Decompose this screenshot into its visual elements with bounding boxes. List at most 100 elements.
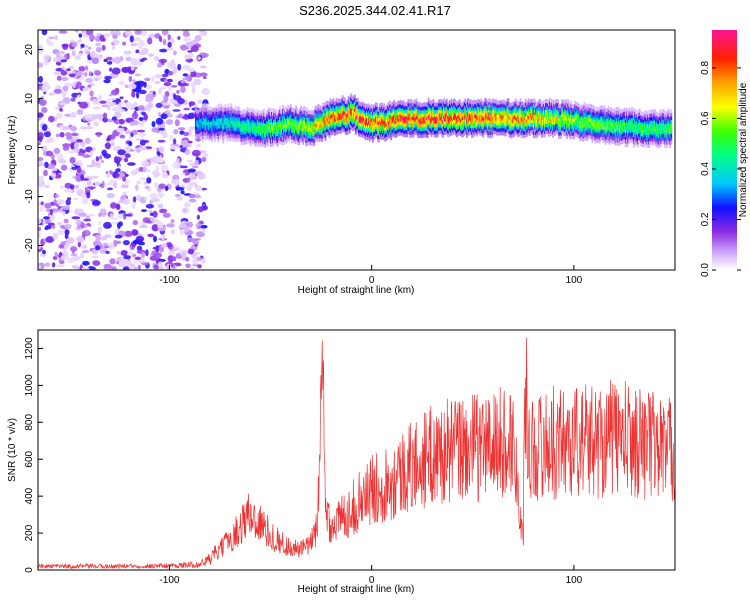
heatmap-cell [478, 99, 480, 104]
heatmap-cell [492, 112, 495, 116]
heatmap-cell [311, 130, 314, 135]
heatmap-cell [263, 129, 266, 134]
heatmap-cell [398, 111, 401, 116]
heatmap-cell [285, 125, 287, 130]
heatmap-cell [459, 123, 461, 128]
heatmap-cell [285, 139, 287, 144]
heatmap-cell [463, 101, 465, 106]
heatmap-cell [396, 102, 399, 107]
heatmap-cell [160, 86, 167, 90]
heatmap-cell [411, 126, 414, 131]
heatmap-cell [531, 109, 534, 113]
heatmap-cell [443, 131, 446, 135]
heatmap-cell [496, 131, 499, 136]
heatmap-cell [530, 109, 533, 114]
heatmap-cell [260, 134, 263, 139]
heatmap-cell [373, 107, 375, 112]
heatmap-cell [304, 137, 307, 142]
heatmap-cell [498, 111, 501, 115]
heatmap-cell [461, 130, 463, 135]
heatmap-cell [38, 157, 44, 162]
heatmap-cell [416, 122, 419, 127]
heatmap-cell [508, 123, 511, 128]
heatmap-cell [345, 103, 348, 108]
heatmap-cell [467, 108, 469, 113]
heatmap-cell [239, 138, 242, 143]
heatmap-cell [536, 129, 539, 133]
heatmap-cell [219, 121, 222, 126]
heatmap-cell [109, 97, 117, 101]
heatmap-cell [507, 125, 510, 130]
heatmap-cell [349, 120, 352, 125]
heatmap-cell [283, 120, 285, 125]
heatmap-cell [248, 115, 251, 120]
heatmap-cell [326, 114, 329, 119]
heatmap-cell [229, 106, 232, 111]
heatmap-cell [346, 123, 349, 128]
heatmap-cell [404, 129, 407, 134]
heatmap-cell [438, 109, 441, 114]
heatmap-cell [400, 118, 403, 122]
heatmap-cell [548, 105, 550, 110]
heatmap-cell [265, 140, 268, 145]
heatmap-cell [163, 82, 172, 87]
heatmap-cell [266, 138, 269, 143]
heatmap-cell [440, 120, 443, 125]
heatmap-cell [302, 116, 305, 121]
heatmap-cell [588, 110, 591, 115]
heatmap-cell [514, 115, 517, 120]
heatmap-cell [263, 126, 266, 131]
heatmap-cell [431, 120, 434, 125]
heatmap-cell [495, 103, 498, 108]
heatmap-cell [76, 109, 84, 115]
heatmap-cell [284, 127, 286, 132]
heatmap-cell [215, 121, 218, 126]
heatmap-cell [476, 115, 478, 120]
heatmap-cell [367, 132, 369, 137]
heatmap-cell [484, 111, 487, 116]
heatmap-cell [285, 135, 287, 140]
heatmap-cell [507, 129, 510, 133]
heatmap-cell [204, 114, 206, 119]
heatmap-cell [338, 105, 341, 110]
heatmap-cell [319, 115, 322, 120]
heatmap-cell [322, 120, 325, 124]
heatmap-cell [429, 124, 432, 129]
heatmap-cell [517, 129, 520, 134]
heatmap-cell [272, 128, 274, 133]
heatmap-cell [349, 103, 352, 108]
heatmap-cell [122, 266, 130, 270]
heatmap-cell [87, 122, 91, 126]
heatmap-cell [337, 129, 340, 134]
heatmap-cell [456, 116, 458, 121]
heatmap-cell [519, 122, 522, 127]
heatmap-cell [197, 126, 199, 131]
heatmap-cell [413, 123, 416, 128]
heatmap-cell [551, 129, 553, 134]
heatmap-cell [95, 99, 100, 106]
heatmap-cell [209, 135, 212, 140]
heatmap-cell [579, 120, 582, 125]
heatmap-cell [278, 119, 280, 124]
heatmap-cell [472, 117, 474, 122]
heatmap-cell [247, 112, 250, 117]
heatmap-cell [426, 130, 429, 135]
heatmap-cell [146, 84, 153, 89]
heatmap-cell [533, 101, 536, 106]
heatmap-cell [393, 127, 396, 132]
heatmap-cell [172, 161, 181, 169]
heatmap-cell [115, 203, 120, 210]
heatmap-cell [368, 124, 370, 129]
heatmap-cell [486, 110, 489, 115]
heatmap-cell [204, 121, 206, 126]
heatmap-cell [558, 117, 560, 122]
heatmap-cell [288, 120, 290, 125]
heatmap-cell [522, 127, 525, 132]
heatmap-cell [521, 121, 524, 126]
heatmap-cell [423, 132, 426, 137]
heatmap-cell [526, 131, 529, 136]
heatmap-cell [442, 105, 445, 109]
heatmap-cell [209, 114, 212, 119]
heatmap-cell [577, 134, 580, 139]
heatmap-cell [341, 112, 344, 117]
